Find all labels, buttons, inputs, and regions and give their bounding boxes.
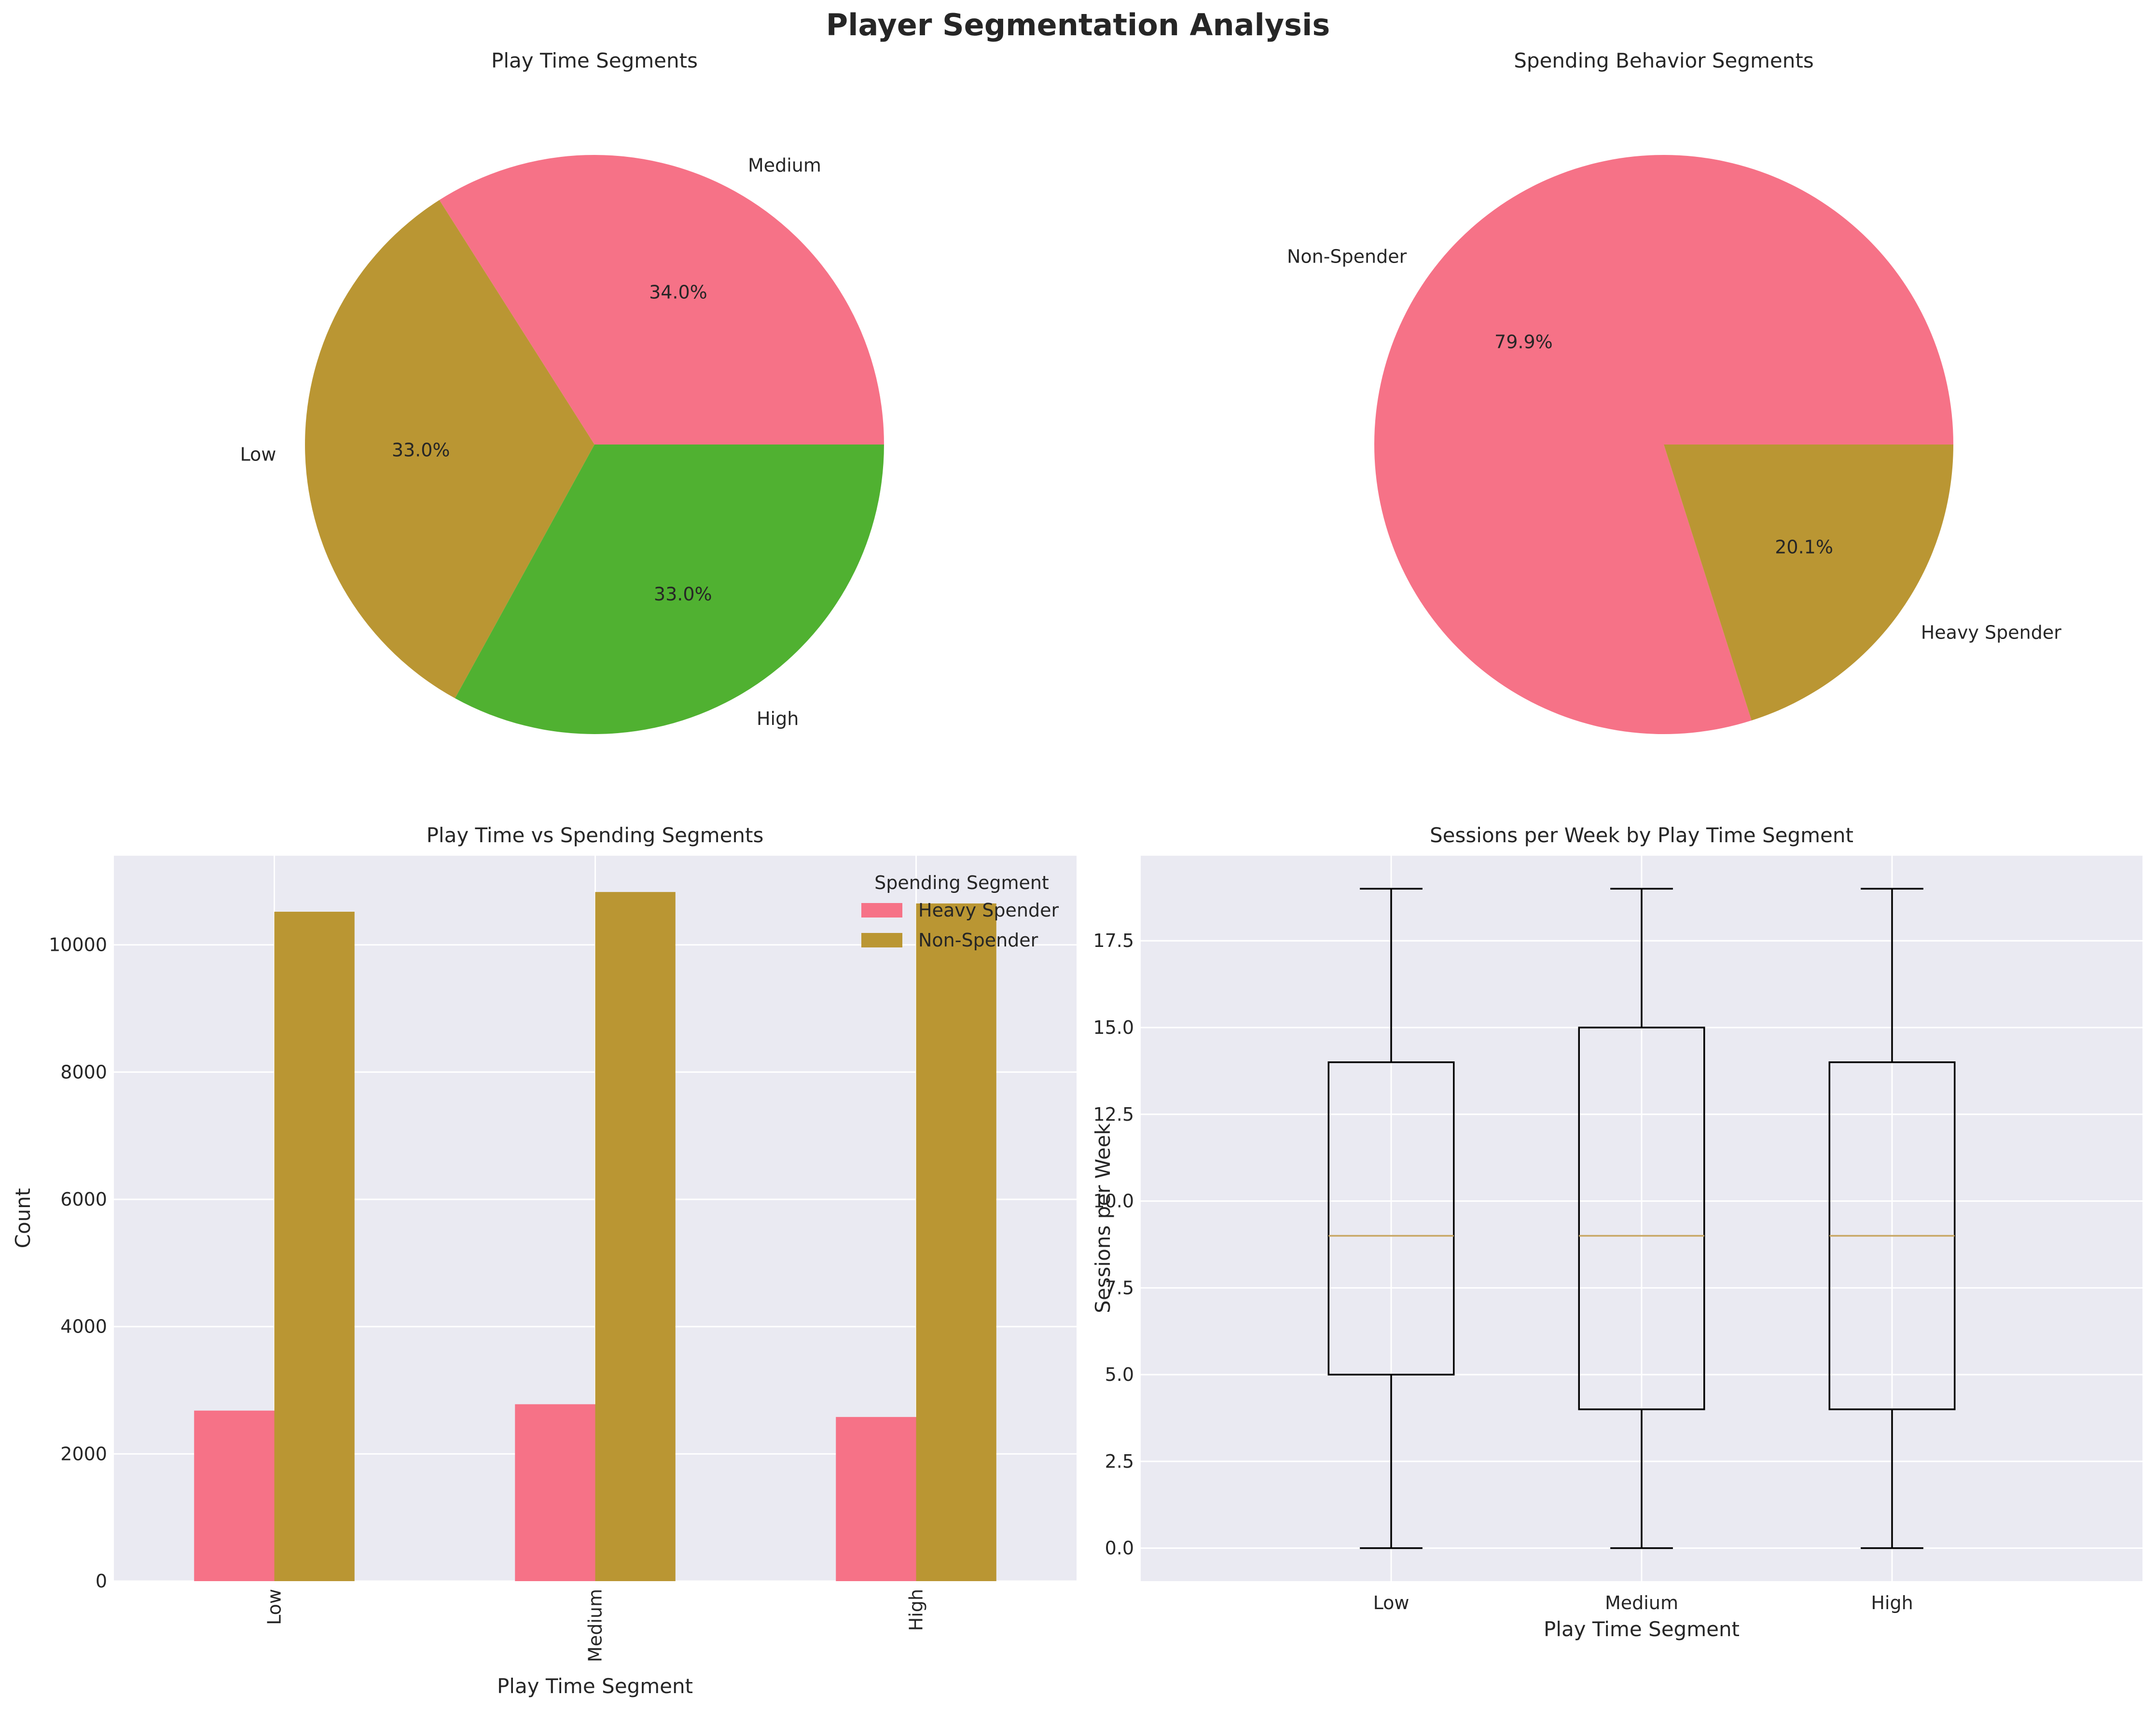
box-chart-title: Sessions per Week by Play Time Segment bbox=[1430, 823, 1853, 847]
legend-label-non-spender: Non-Spender bbox=[918, 930, 1038, 951]
box-iqr bbox=[1578, 1027, 1705, 1410]
pie-slice-heavy-spender bbox=[1664, 445, 1953, 721]
legend-label-heavy-spender: Heavy Spender bbox=[918, 900, 1059, 921]
pie-pct-label-medium: 34.0% bbox=[649, 282, 707, 303]
box-x-axis-label: Play Time Segment bbox=[1544, 1617, 1740, 1641]
box-plot-medium bbox=[1578, 888, 1705, 1549]
pie-slice-high bbox=[455, 445, 884, 735]
bar-x-tick-label-low: Low bbox=[264, 1589, 285, 1625]
box-x-tick-label-low: Low bbox=[1373, 1592, 1410, 1613]
pie-label-heavy-spender: Heavy Spender bbox=[1921, 622, 2061, 643]
pie-pct-label-high: 33.0% bbox=[654, 584, 712, 605]
pie-chart-spending: Spending Behavior Segments Non-Spender 79… bbox=[1287, 49, 2061, 735]
bar-legend-title: Spending Segment bbox=[874, 872, 1049, 893]
legend-swatch-non-spender bbox=[861, 933, 902, 947]
box-x-tick-label-medium: Medium bbox=[1605, 1592, 1678, 1613]
bar-legend: Spending Segment Heavy Spender Non-Spend… bbox=[861, 872, 1059, 951]
bar-y-tick-label: 0 bbox=[96, 1571, 107, 1592]
bar-x-tick-label-high: High bbox=[906, 1589, 927, 1631]
box-iqr bbox=[1327, 1061, 1455, 1376]
box-plots bbox=[1327, 888, 1956, 1549]
pie-label-non-spender: Non-Spender bbox=[1287, 246, 1407, 267]
box-plot-high bbox=[1828, 888, 1956, 1549]
bar-heavy-spender-high bbox=[836, 1417, 916, 1581]
bar-heavy-spender-low bbox=[194, 1410, 275, 1581]
bar-chart-title: Play Time vs Spending Segments bbox=[427, 823, 764, 847]
bar-x-tick-label-medium: Medium bbox=[585, 1589, 606, 1662]
box-chart-sessions-per-week: 0.0 2.5 5.0 7.5 10.0 12.5 15.0 17.5 Low Medium Hig… bbox=[1091, 823, 2142, 1641]
box-y-tick-label: 0.0 bbox=[1105, 1538, 1134, 1559]
bar-non-spender-low bbox=[274, 912, 355, 1581]
bar-y-axis-label: Count bbox=[11, 1188, 35, 1249]
box-x-tick-label-high: High bbox=[1871, 1592, 1913, 1613]
pie-play-time-title: Play Time Segments bbox=[491, 49, 698, 72]
bar-y-tick-label: 8000 bbox=[60, 1061, 107, 1083]
box-y-tick-label: 15.0 bbox=[1093, 1017, 1134, 1038]
bar-y-tick-label: 10000 bbox=[49, 934, 107, 956]
pie-pct-label-heavy-spender: 20.1% bbox=[1775, 537, 1833, 558]
box-y-tick-label: 10.0 bbox=[1093, 1191, 1134, 1212]
legend-swatch-heavy-spender bbox=[861, 903, 902, 918]
box-y-tick-label: 17.5 bbox=[1093, 930, 1134, 951]
figure-suptitle: Player Segmentation Analysis bbox=[826, 7, 1330, 42]
bar-tick-labels: 0 2000 4000 6000 8000 10000 Low Medium High bbox=[49, 934, 926, 1662]
bar-non-spender-medium bbox=[595, 892, 676, 1581]
box-y-tick-label: 2.5 bbox=[1105, 1451, 1134, 1472]
pie-spending-title: Spending Behavior Segments bbox=[1514, 49, 1813, 72]
box-y-axis-label: Sessions per Week bbox=[1091, 1123, 1115, 1313]
box-y-tick-label: 7.5 bbox=[1105, 1277, 1134, 1298]
bar-chart-playtime-vs-spending: 0 2000 4000 6000 8000 10000 Low Medium High Play… bbox=[11, 823, 1077, 1698]
pie-label-high: High bbox=[757, 708, 799, 729]
box-tick-labels: 0.0 2.5 5.0 7.5 10.0 12.5 15.0 17.5 Low Medium Hig… bbox=[1093, 930, 1913, 1613]
box-plot-low bbox=[1327, 888, 1455, 1549]
box-y-tick-label: 5.0 bbox=[1105, 1364, 1134, 1385]
box-y-tick-label: 12.5 bbox=[1093, 1104, 1134, 1125]
bar-y-tick-label: 6000 bbox=[60, 1189, 107, 1210]
bar-y-tick-label: 2000 bbox=[60, 1443, 107, 1464]
bar-x-axis-label: Play Time Segment bbox=[497, 1674, 693, 1698]
bar-non-spender-high bbox=[916, 903, 996, 1581]
pie-slice-medium bbox=[439, 155, 884, 445]
bar-heavy-spender-medium bbox=[515, 1404, 595, 1581]
pie-slice-non-spender bbox=[1374, 155, 1953, 735]
bar-y-tick-label: 4000 bbox=[60, 1316, 107, 1337]
bar-bars bbox=[194, 892, 996, 1581]
pie-chart-play-time: Play Time Segments Medium 34.0% Low 33.0% Hi… bbox=[240, 49, 884, 735]
pie-slice-low bbox=[304, 200, 594, 698]
pie-label-low: Low bbox=[240, 444, 276, 465]
pie-label-medium: Medium bbox=[748, 155, 821, 176]
pie-pct-label-non-spender: 79.9% bbox=[1494, 331, 1553, 352]
pie-pct-label-low: 33.0% bbox=[392, 439, 450, 460]
